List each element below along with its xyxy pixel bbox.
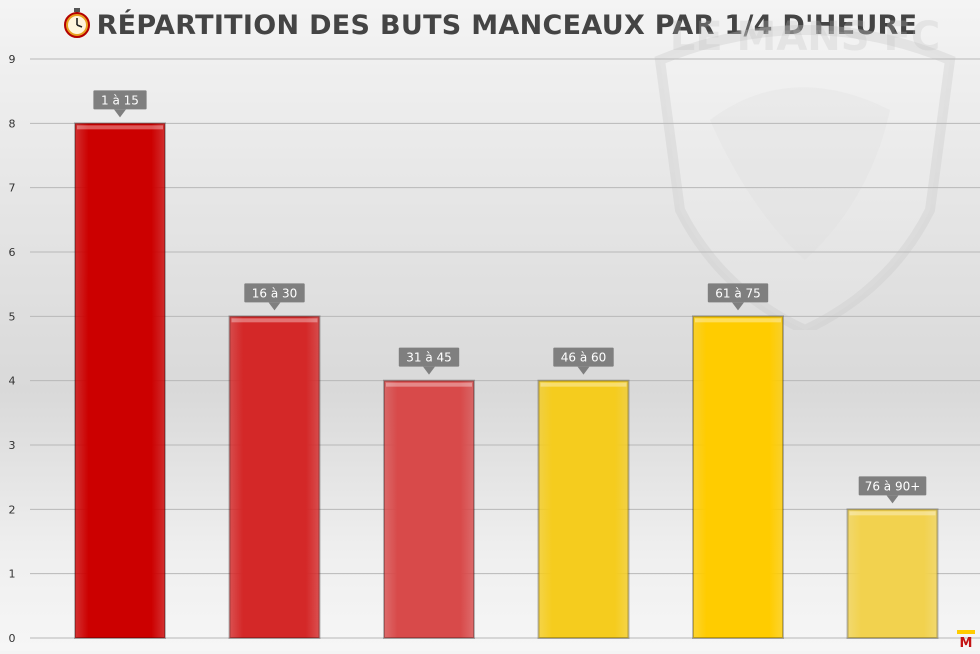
chart-title-text: RÉPARTITION DES BUTS MANCEAUX PAR 1/4 D'…: [96, 10, 918, 41]
bar-label-pointer: [423, 366, 435, 375]
bar-label-box: [858, 476, 927, 496]
club-crest-watermark: LE MANS FC: [640, 0, 970, 336]
bar-label-pointer: [268, 302, 281, 311]
bar-highlight: [695, 318, 781, 323]
bar-label-box: [553, 347, 614, 367]
y-axis: 0 1 2 3 4 5 6 7 8 9: [9, 53, 16, 645]
bar-highlight: [77, 125, 163, 130]
y-tick-label: 5: [9, 310, 16, 323]
bar: [383, 379, 475, 639]
y-tick-label: 7: [9, 182, 16, 195]
bar-category-label: 61 à 75: [715, 286, 761, 300]
bar-label-pointer: [577, 366, 590, 375]
bar-category-label: 76 à 90+: [865, 479, 921, 493]
y-tick-label: 3: [9, 439, 16, 452]
y-tick-label: 2: [9, 503, 16, 516]
y-tick-label: 9: [9, 53, 16, 66]
chart-title: RÉPARTITION DES BUTS MANCEAUX PAR 1/4 D'…: [0, 8, 980, 45]
bar-highlight: [540, 382, 627, 387]
bar: [846, 508, 939, 640]
bar-category-label: 46 à 60: [561, 351, 607, 365]
bar-category-label: 1 à 15: [101, 93, 139, 107]
bar-highlight: [386, 382, 472, 387]
y-tick-label: 6: [9, 246, 16, 259]
bar-highlight: [849, 511, 936, 516]
watermark-text: LE MANS FC: [670, 14, 940, 60]
bar-label-box: [707, 283, 769, 303]
bar-label-box: [93, 90, 147, 110]
bar-category-label: 31 à 45: [406, 351, 452, 365]
bar: [537, 379, 630, 639]
bar-label-box: [244, 283, 305, 303]
y-tick-label: 0: [9, 632, 16, 645]
bar-category-label: 16 à 30: [252, 286, 298, 300]
gridlines: [30, 58, 980, 639]
y-tick-label: 1: [9, 568, 16, 581]
bar-label-pointer: [732, 302, 744, 311]
bar-label-pointer: [886, 495, 899, 504]
bar: [74, 122, 166, 640]
bar: [228, 315, 321, 639]
stopwatch-icon: [63, 8, 91, 45]
corner-logo: M: [957, 630, 975, 651]
bar-labels: 1 à 15 16 à 30 31 à 45 46 à 60 61 à 75 76 à 9…: [93, 90, 927, 504]
bar: [692, 315, 784, 639]
bars: [74, 122, 939, 640]
y-tick-label: 8: [9, 117, 16, 130]
y-tick-label: 4: [9, 375, 16, 388]
bar-label-box: [398, 347, 460, 367]
bar-label-pointer: [114, 109, 126, 118]
bar-highlight: [231, 318, 318, 323]
